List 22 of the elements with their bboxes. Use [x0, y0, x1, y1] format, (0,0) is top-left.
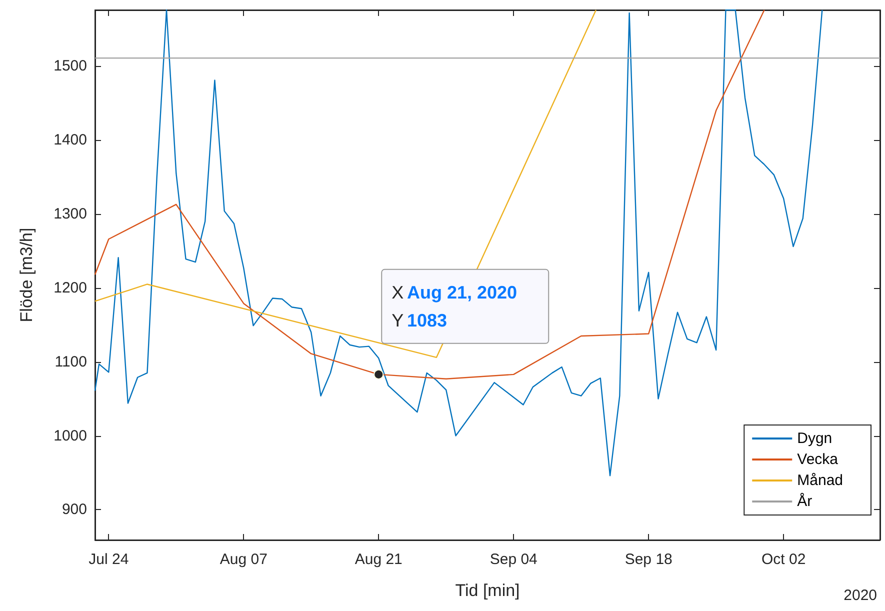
- x-axis-title: Tid [min]: [455, 581, 520, 600]
- legend-label: Dygn: [797, 430, 832, 447]
- x-tick-label: Jul 24: [88, 551, 129, 568]
- x-tick-label: Sep 18: [624, 551, 672, 568]
- y-tick-label: 1500: [54, 58, 87, 75]
- y-tick-label: 1000: [54, 427, 87, 444]
- x-tick-label: Oct 02: [761, 551, 806, 568]
- x-tick-label: Aug 21: [354, 551, 402, 568]
- text: 2020: [844, 587, 878, 604]
- y-tick-label: 1300: [54, 206, 87, 223]
- y-tick-label: 900: [62, 501, 87, 518]
- x-tick-label: Aug 07: [220, 551, 268, 568]
- y-tick-label: 1200: [54, 279, 87, 296]
- y-tick-label: 1400: [54, 132, 87, 149]
- y-tick-label: 1100: [54, 353, 87, 370]
- y-axis-title: Flöde [m3/h]: [17, 228, 36, 322]
- line-series: [94, 9, 765, 380]
- x-tick-label: Sep 04: [490, 551, 538, 568]
- annotation: X Aug 21, 2020 Y 1083: [392, 282, 518, 330]
- legend-label: Vecka: [797, 451, 839, 468]
- legend-label: År: [797, 492, 812, 510]
- legend-label: Månad: [797, 472, 844, 489]
